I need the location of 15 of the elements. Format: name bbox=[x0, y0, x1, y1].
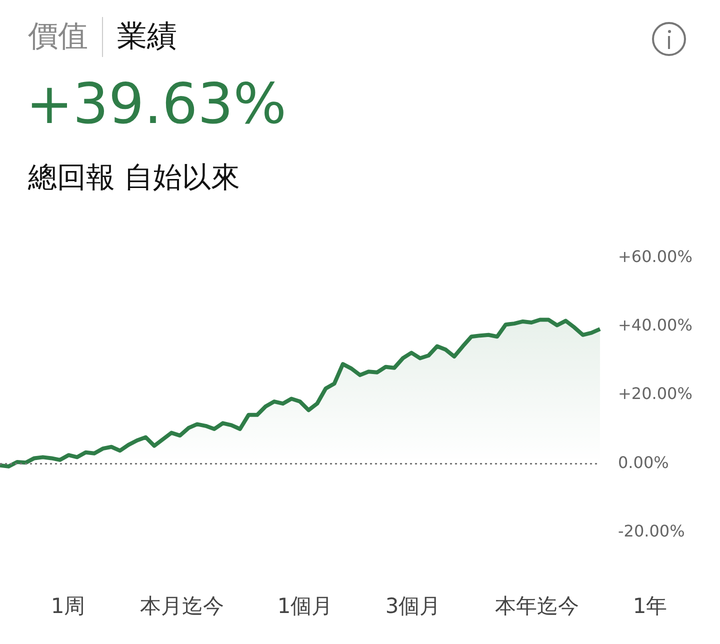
y-tick-label: +60.00% bbox=[618, 246, 692, 266]
y-tick-label: -20.00% bbox=[618, 522, 685, 541]
text: 1年 bbox=[632, 593, 668, 620]
y-tick-label: 0.00% bbox=[618, 452, 669, 472]
text: 業績 bbox=[117, 18, 177, 56]
y-tick-label: +40.00% bbox=[618, 315, 692, 334]
text: 3個月 bbox=[384, 593, 442, 620]
text: 1個月 bbox=[276, 593, 334, 620]
chart-title: +39.63% bbox=[26, 72, 286, 137]
text: 價值 bbox=[28, 18, 88, 56]
y-tick-label: +20.00% bbox=[618, 384, 692, 404]
text: 1周 bbox=[50, 593, 86, 620]
text: 本年迄今 bbox=[494, 593, 580, 620]
chart-subtitle: 總回報 自始以來 bbox=[28, 159, 240, 196]
text: 本月迄今 bbox=[139, 593, 225, 620]
